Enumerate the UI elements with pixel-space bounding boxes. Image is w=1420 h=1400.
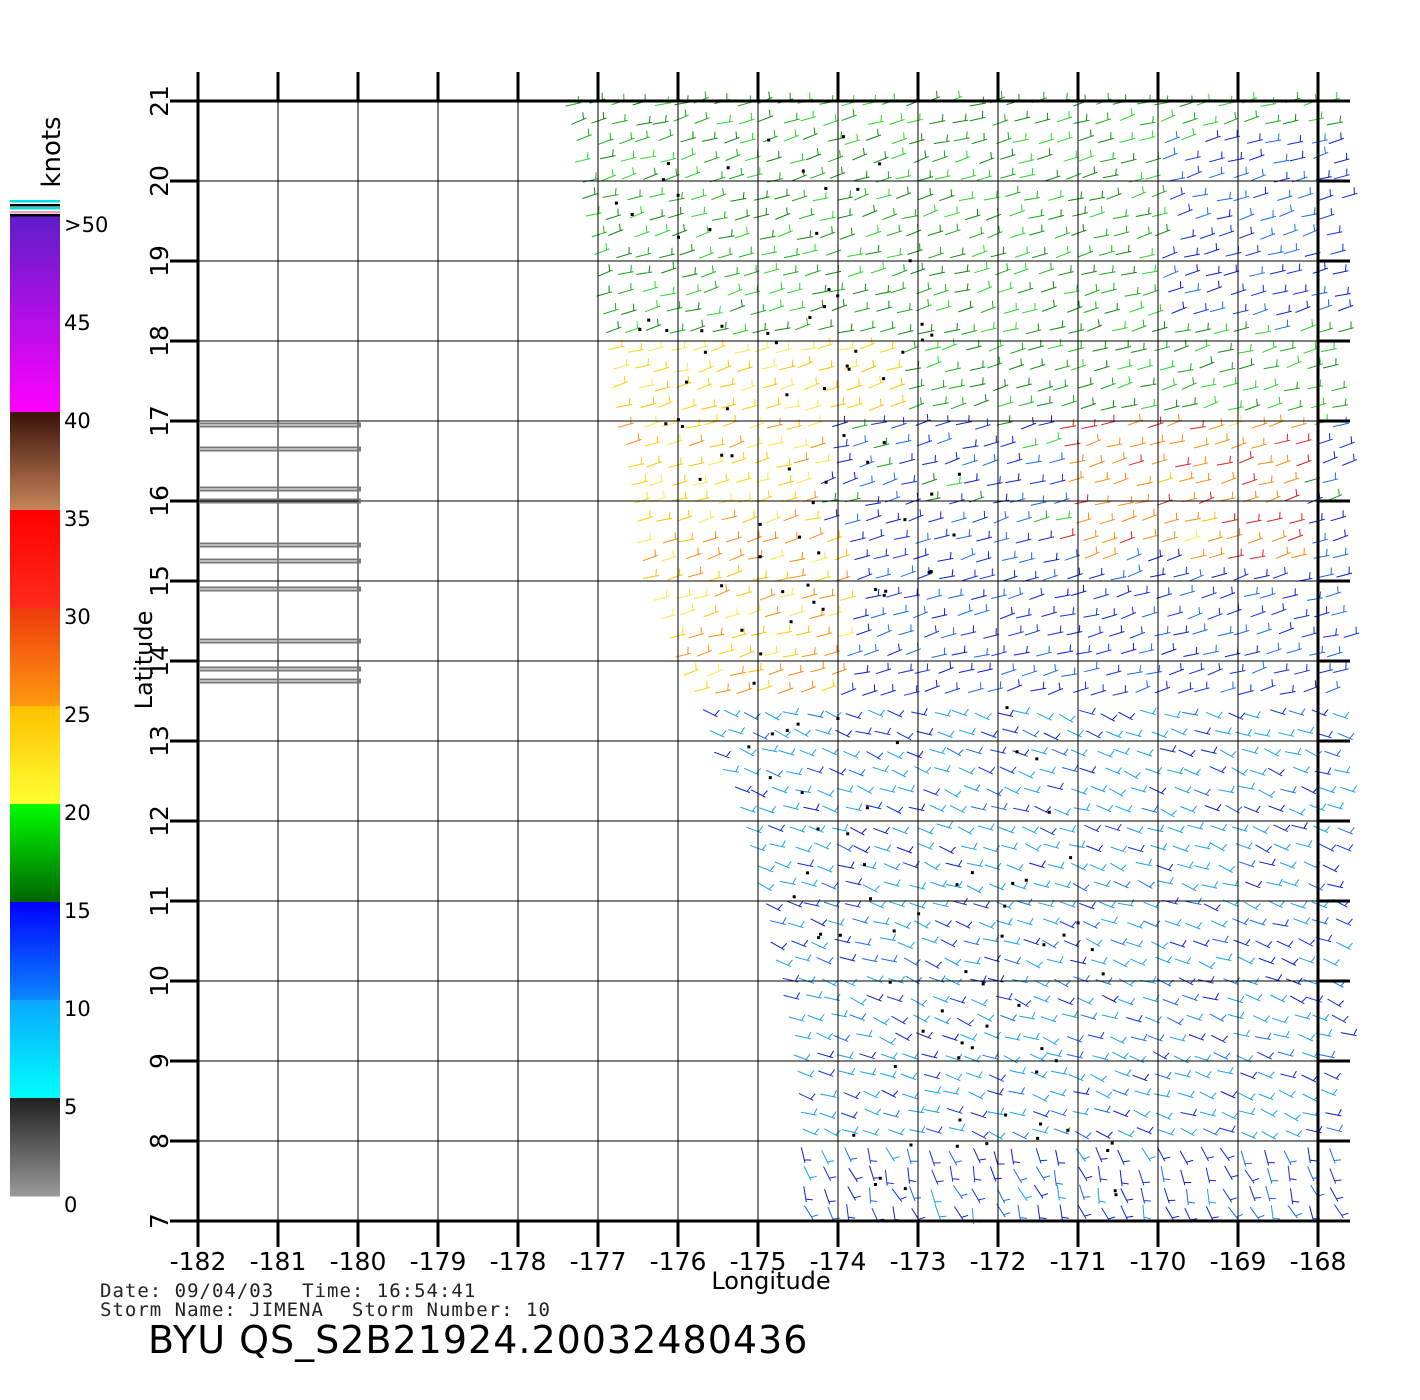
lon-tick-label: -170: [1130, 1247, 1187, 1276]
legend-tick-label: 30: [64, 605, 91, 629]
lon-tick-label: -181: [250, 1247, 307, 1276]
storm-number: Storm Number: 10: [351, 1299, 551, 1321]
land-outline: [200, 558, 361, 564]
wind-barb-group: [743, 130, 1355, 1222]
lon-tick-label: -171: [1050, 1247, 1107, 1276]
legend-band: [10, 804, 60, 903]
wind-barb-group: [1059, 414, 1312, 560]
pass-info-line-2: Storm Name: JIMENA Storm Number: 10: [100, 1300, 579, 1320]
legend-cap-stripe: [10, 200, 60, 203]
lon-tick-label: -175: [730, 1247, 787, 1276]
rain-flag-dots: [614, 135, 1118, 1197]
pass-date: Date: 09/04/03: [100, 1280, 275, 1302]
lat-tick-label: 13: [145, 725, 174, 757]
legend-band: [10, 902, 60, 1001]
land-outline: [200, 666, 361, 672]
legend-cap-stripe: [10, 207, 60, 210]
lon-tick-label: -180: [330, 1247, 387, 1276]
lat-tick-label: 20: [145, 165, 174, 197]
wind-speed-legend: >50 45 40 35 30 25 20 15 10 5 0: [10, 200, 108, 1217]
legend-band: [10, 1000, 60, 1099]
legend-band: [10, 412, 60, 511]
pass-info-line-1: Date: 09/04/03 Time: 16:54:41: [100, 1281, 504, 1301]
land-outline: [200, 422, 361, 428]
lon-tick-label: -176: [650, 1247, 707, 1276]
lat-tick-label: 11: [145, 885, 174, 917]
lon-tick-label: -179: [410, 1247, 467, 1276]
wind-barb-group: [702, 130, 1358, 1223]
wind-barb-group: [571, 90, 1355, 503]
land-outline: [200, 678, 361, 684]
wind-barb-swath: [565, 90, 1360, 1225]
pass-time: Time: 16:54:41: [302, 1280, 477, 1302]
legend-cap-stripe: [10, 204, 60, 207]
wind-barb-group: [709, 706, 1358, 1225]
lat-tick-label: 15: [145, 565, 174, 597]
lat-tick-label: 17: [145, 405, 174, 437]
land-outline-lines: [200, 422, 361, 684]
storm-name: Storm Name: JIMENA: [100, 1299, 324, 1321]
wind-barb-group: [574, 90, 1340, 521]
wind-barb-group: [613, 339, 1245, 677]
land-outline: [200, 542, 361, 548]
x-axis-label: Longitude: [711, 1267, 830, 1295]
lat-tick-label: 7: [145, 1213, 174, 1229]
legend-band: [10, 216, 60, 413]
legend-tick-label: >50: [64, 213, 108, 237]
legend-tick-label: 40: [64, 409, 91, 433]
legend-tick-label: 0: [64, 1193, 77, 1217]
wind-barb-group: [616, 355, 1218, 673]
lon-tick-label: -168: [1290, 1247, 1347, 1276]
lat-tick-label: 19: [145, 245, 174, 277]
legend-cap-stripe: [10, 211, 60, 214]
lon-tick-label: -173: [890, 1247, 947, 1276]
wind-barb-group: [734, 129, 1360, 1224]
legend-tick-label: 45: [64, 311, 91, 335]
lat-tick-label: 21: [145, 85, 174, 117]
lat-tick-label: 14: [145, 645, 174, 677]
legend-tick-label: 15: [64, 899, 91, 923]
lon-tick-label: -182: [170, 1247, 227, 1276]
lon-tick-label: -177: [570, 1247, 627, 1276]
lon-tick-label: -174: [810, 1247, 867, 1276]
legend-band: [10, 706, 60, 805]
land-outline: [200, 498, 361, 504]
legend-cap-stripe: [10, 214, 60, 217]
lat-tick-label: 12: [145, 805, 174, 837]
lat-tick-label: 18: [145, 325, 174, 357]
lat-tick-label: 8: [145, 1133, 174, 1149]
wind-barb-group: [608, 337, 903, 693]
wind-barb-group: [618, 413, 1308, 694]
lon-tick-label: -172: [970, 1247, 1027, 1276]
lon-tick-label: -169: [1210, 1247, 1267, 1276]
land-outline: [200, 486, 361, 492]
lat-tick-label: 16: [145, 485, 174, 517]
legend-tick-label: 20: [64, 801, 91, 825]
legend-unit-label: knots: [37, 116, 67, 187]
land-outline: [200, 446, 361, 452]
land-outline: [200, 638, 361, 644]
wind-barb-group: [565, 90, 1349, 523]
lon-tick-label: -178: [490, 1247, 547, 1276]
legend-tick-label: 10: [64, 997, 91, 1021]
file-title: BYU QS_S2B21924.20032480436: [148, 1318, 809, 1362]
legend-band: [10, 608, 60, 707]
legend-band: [10, 1098, 60, 1197]
legend-band: [10, 510, 60, 609]
legend-tick-label: 25: [64, 703, 91, 727]
lat-lon-grid: [170, 72, 1350, 1247]
legend-tick-label: 5: [64, 1095, 77, 1119]
land-outline: [200, 586, 361, 592]
legend-tick-label: 35: [64, 507, 91, 531]
axis-tick-labels: -182 -181 -180 -179 -178 -177 -176 -175 -174 -173…: [145, 85, 1346, 1276]
y-axis-label: Latitude: [130, 611, 158, 710]
lat-tick-label: 10: [145, 965, 174, 997]
lat-tick-label: 9: [145, 1053, 174, 1069]
